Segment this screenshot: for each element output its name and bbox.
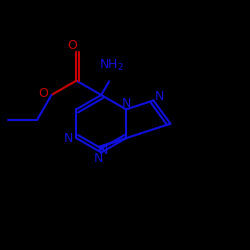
Text: NH$_2$: NH$_2$: [99, 58, 124, 73]
Text: N: N: [94, 152, 104, 165]
Text: O: O: [68, 39, 78, 52]
Text: N: N: [64, 132, 74, 144]
Text: N: N: [99, 144, 108, 157]
Text: O: O: [38, 87, 48, 100]
Text: N: N: [122, 96, 131, 110]
Text: N: N: [155, 90, 164, 103]
